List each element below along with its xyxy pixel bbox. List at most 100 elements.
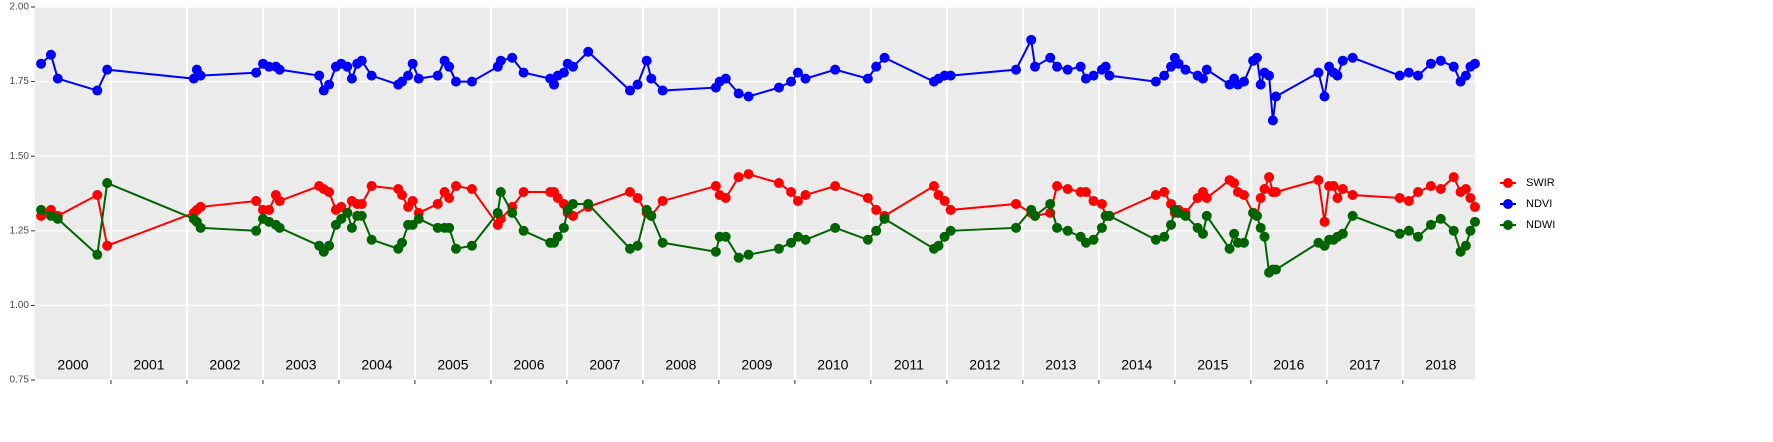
data-point: [92, 85, 103, 96]
data-point: [720, 73, 731, 84]
data-point: [871, 61, 882, 72]
data-point: [356, 55, 367, 66]
data-point: [1080, 237, 1091, 248]
data-point: [492, 207, 503, 218]
data-point: [1425, 181, 1436, 192]
data-point: [632, 79, 643, 90]
data-point: [1448, 225, 1459, 236]
year-label: 2015: [1197, 357, 1228, 373]
data-point: [52, 213, 63, 224]
data-point: [1104, 210, 1115, 221]
data-point: [1052, 181, 1063, 192]
data-point: [518, 187, 529, 198]
data-point: [733, 252, 744, 263]
year-label: 2003: [285, 357, 316, 373]
year-label: 2018: [1425, 357, 1456, 373]
data-point: [1159, 70, 1170, 81]
data-point: [1030, 61, 1041, 72]
data-point: [495, 187, 506, 198]
data-point: [1052, 222, 1063, 233]
data-point: [444, 222, 455, 233]
data-point: [862, 192, 873, 203]
data-point: [1159, 231, 1170, 242]
data-point: [624, 85, 635, 96]
data-point: [1448, 172, 1459, 183]
data-point: [1332, 192, 1343, 203]
data-point: [1011, 198, 1022, 209]
data-point: [1238, 76, 1249, 87]
data-point: [862, 234, 873, 245]
data-point: [879, 213, 890, 224]
data-point: [1201, 64, 1212, 75]
data-point: [552, 231, 563, 242]
data-point: [346, 73, 357, 84]
data-point: [568, 61, 579, 72]
data-point: [1259, 231, 1270, 242]
data-point: [800, 189, 811, 200]
data-point: [92, 189, 103, 200]
year-label: 2006: [513, 357, 544, 373]
data-point: [1201, 210, 1212, 221]
data-point: [1435, 55, 1446, 66]
data-point: [366, 70, 377, 81]
data-point: [407, 58, 418, 69]
data-point: [432, 70, 443, 81]
data-point: [1270, 187, 1281, 198]
data-point: [413, 73, 424, 84]
y-tick-label: 0.75: [10, 375, 30, 386]
data-point: [102, 178, 113, 189]
data-point: [1080, 73, 1091, 84]
data-point: [366, 234, 377, 245]
data-point: [1052, 61, 1063, 72]
data-point: [792, 67, 803, 78]
data-point: [1096, 222, 1107, 233]
data-point: [1319, 216, 1330, 227]
data-point: [657, 195, 668, 206]
data-point: [1425, 58, 1436, 69]
data-point: [1413, 187, 1424, 198]
data-point: [624, 243, 635, 254]
data-point: [1394, 70, 1405, 81]
data-point: [324, 79, 335, 90]
data-point: [432, 222, 443, 233]
data-point: [1403, 67, 1414, 78]
data-point: [251, 195, 262, 206]
data-point: [1460, 240, 1471, 251]
year-label: 2005: [437, 357, 468, 373]
data-point: [1435, 213, 1446, 224]
data-point: [195, 222, 206, 233]
year-label: 2017: [1349, 357, 1380, 373]
data-point: [1150, 189, 1161, 200]
data-point: [1313, 175, 1324, 186]
data-point: [1180, 210, 1191, 221]
year-label: 2013: [1045, 357, 1076, 373]
data-point: [1251, 210, 1262, 221]
data-point: [450, 76, 461, 87]
data-point: [102, 64, 113, 75]
data-point: [324, 240, 335, 251]
data-point: [1088, 234, 1099, 245]
y-tick-label: 1.75: [10, 76, 30, 87]
data-point: [1088, 70, 1099, 81]
year-label: 2000: [57, 357, 88, 373]
data-point: [743, 91, 754, 102]
y-tick-label: 2.00: [10, 2, 30, 13]
data-point: [939, 195, 950, 206]
data-point: [1394, 228, 1405, 239]
data-point: [720, 192, 731, 203]
data-point: [397, 237, 408, 248]
data-point: [945, 204, 956, 215]
data-point: [251, 225, 262, 236]
data-point: [1394, 192, 1405, 203]
data-point: [646, 210, 657, 221]
data-point: [641, 55, 652, 66]
data-point: [1347, 210, 1358, 221]
data-point: [251, 67, 262, 78]
data-point: [1045, 52, 1056, 63]
data-point: [1180, 64, 1191, 75]
data-point: [632, 240, 643, 251]
data-point: [720, 231, 731, 242]
data-point: [450, 181, 461, 192]
data-point: [1224, 243, 1235, 254]
data-point: [274, 64, 285, 75]
